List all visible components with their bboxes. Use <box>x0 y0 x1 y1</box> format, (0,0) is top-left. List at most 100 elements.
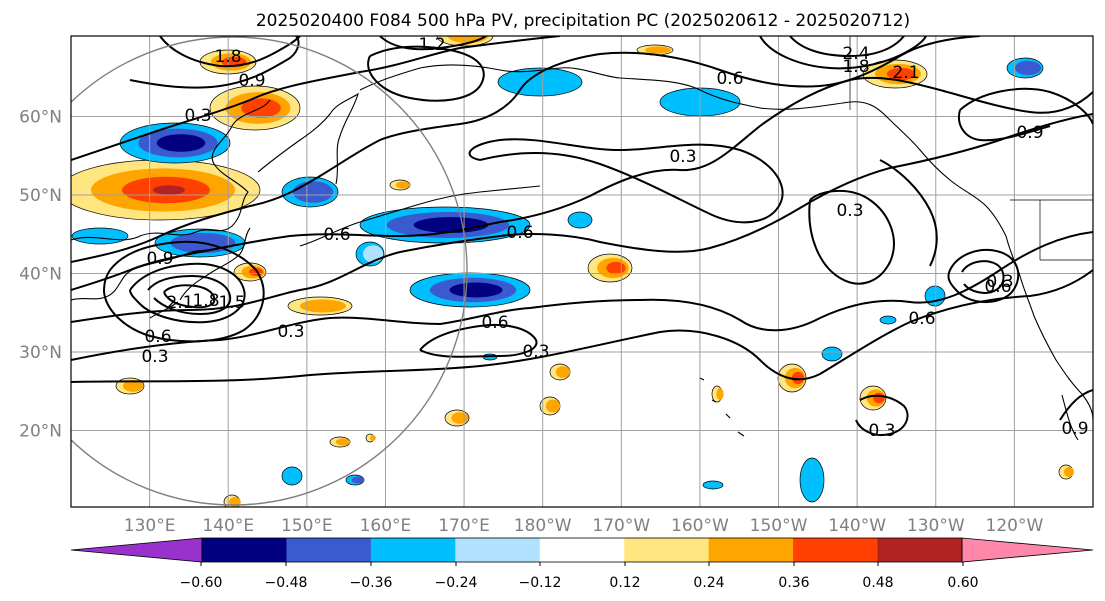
contour-label: 0.6 <box>481 313 508 333</box>
pv-contour <box>163 284 216 309</box>
precip-anomaly-patch <box>886 67 916 81</box>
lat-tick-label: 50°N <box>19 186 62 206</box>
pv-contour <box>947 249 1020 303</box>
colorbar-tick-label: 0.24 <box>693 575 724 591</box>
precip-anomaly-patch <box>292 181 334 203</box>
contour-label: 0.6 <box>716 69 743 89</box>
precip-anomaly-patch <box>799 457 825 503</box>
lat-tick-label: 20°N <box>19 422 62 442</box>
contour-label: 0.6 <box>144 327 171 347</box>
pv-contour <box>71 113 1093 323</box>
coast-hawaii <box>699 377 745 437</box>
lat-tick-label: 30°N <box>19 343 62 363</box>
lon-tick-label: 160°W <box>671 516 729 536</box>
contour-label: 1.2 <box>418 35 445 55</box>
colorbar-frame <box>201 537 963 563</box>
pv-contour <box>419 324 538 358</box>
precip-anomaly-patch <box>1063 466 1075 478</box>
precip-anomaly-patch <box>702 480 724 490</box>
precip-anomaly-patch <box>451 412 469 424</box>
pv-contour <box>102 240 265 343</box>
precip-anomaly-patch <box>153 185 185 195</box>
lon-tick-label: 130°W <box>907 516 965 536</box>
contour-label: 0.6 <box>984 277 1011 297</box>
lat-tick-label: 60°N <box>19 108 62 128</box>
pv-contour <box>958 87 1093 142</box>
colorbar-segment <box>286 538 372 562</box>
pv-contour <box>71 36 981 263</box>
pv-contour <box>71 231 1093 361</box>
coastlines <box>71 36 1093 441</box>
colorbar-tick-label: −0.24 <box>435 575 478 591</box>
precip-anomaly-patch <box>606 261 626 275</box>
pv-contour <box>468 138 784 224</box>
precip-anomaly-patch <box>821 346 843 362</box>
colorbar-tick-label: −0.48 <box>265 575 308 591</box>
pv-contour <box>147 274 232 316</box>
precip-anomaly-patch <box>335 438 351 446</box>
precip-anomaly-patch <box>156 134 206 152</box>
precip-anomaly-patch <box>362 245 384 263</box>
contour-label: 1.8 <box>214 47 241 67</box>
contour-label: 0.3 <box>277 322 304 342</box>
lat-lon-grid <box>71 36 1093 507</box>
lon-tick-label: 140°W <box>828 516 886 536</box>
colorbar-segment <box>202 538 287 562</box>
pv-contour <box>879 159 938 267</box>
contour-label: 0.9 <box>1016 123 1043 143</box>
lon-tick-label: 170°E <box>438 516 490 536</box>
contour-label: 1.8 <box>192 291 219 311</box>
colorbar-extend-max <box>961 537 1094 563</box>
colorbar-segment <box>877 538 963 562</box>
coast-alaska <box>359 64 1007 237</box>
map-frame <box>70 35 1094 508</box>
precip-anomaly-patch <box>281 466 303 486</box>
precip-anomaly-patch <box>395 181 411 189</box>
colorbar-tick-label: 0.36 <box>778 575 809 591</box>
colorbar-tick-label: −0.36 <box>350 575 393 591</box>
contour-label: 0.6 <box>908 309 935 329</box>
lon-tick-label: 160°E <box>360 516 412 536</box>
lon-tick-label: 170°W <box>592 516 650 536</box>
coast-kamchatka <box>257 92 359 185</box>
lat-tick-label: 40°N <box>19 265 62 285</box>
precip-anomaly-patch <box>645 46 671 54</box>
contour-label: 2.1 <box>166 293 193 313</box>
colorbar: −0.60 −0.48 −0.36 −0.24 −0.12 0.12 0.24 0.36 0.4… <box>70 537 1094 591</box>
precip-anomaly-patch <box>299 299 347 313</box>
contour-label: 1.5 <box>218 293 245 313</box>
contour-labels: 1.81.2 2.41.8 2.10.9 0.60.30.30.90.60.30.92… <box>141 35 1088 441</box>
contour-label: 0.3 <box>986 272 1013 292</box>
colorbar-segment <box>624 538 710 562</box>
precip-anomaly-patch <box>413 217 489 233</box>
pv-contour <box>71 269 1093 383</box>
contour-label: 0.6 <box>506 223 533 243</box>
latitude-labels: 60°N 50°N 40°N 30°N 20°N <box>19 108 62 442</box>
map-title: 2025020400 F084 500 hPa PV, precipitatio… <box>256 11 910 31</box>
contour-label: 0.3 <box>669 147 696 167</box>
contour-label: 0.3 <box>184 106 211 126</box>
domain-circle <box>71 36 468 506</box>
colorbar-extend-min <box>70 537 203 563</box>
precip-anomaly-patch <box>71 227 129 245</box>
precip-anomaly-patch <box>351 476 365 484</box>
contour-label: 2.1 <box>892 63 919 83</box>
pv-contour <box>367 45 485 102</box>
pv-contours <box>71 36 1093 436</box>
precip-anomaly-patch <box>555 366 571 378</box>
coast-aleutians <box>299 185 541 247</box>
colorbar-tick-label: 0.48 <box>862 575 893 591</box>
colorbar-segment <box>539 538 625 562</box>
contour-label: 0.3 <box>141 347 168 367</box>
pv-contour <box>71 36 561 161</box>
lon-tick-label: 130°E <box>124 516 176 536</box>
colorbar-segment <box>793 538 879 562</box>
pv-contour <box>808 189 895 285</box>
lon-tick-label: 120°W <box>986 516 1044 536</box>
precip-anomaly-patch <box>449 282 503 298</box>
lon-tick-label: 140°E <box>202 516 254 536</box>
pv-contour <box>759 36 927 70</box>
precip-anomaly-patch <box>122 380 144 392</box>
contour-label: 0.9 <box>146 249 173 269</box>
